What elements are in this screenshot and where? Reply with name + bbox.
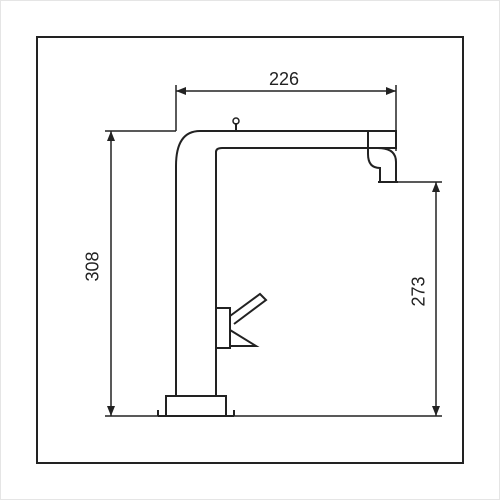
- faucet-svg: [36, 36, 464, 464]
- dim-spout-height-label: 273: [409, 276, 430, 306]
- dim-height-label: 308: [83, 251, 104, 281]
- dim-reach-label: 226: [269, 69, 299, 90]
- drawing-canvas: 226 308 273: [0, 0, 500, 500]
